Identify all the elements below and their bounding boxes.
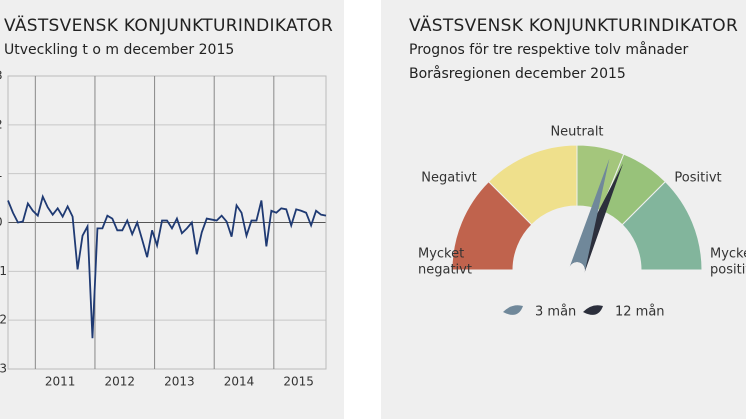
segment-label: Mycket bbox=[418, 247, 464, 262]
y-tick-label: -1 bbox=[0, 264, 7, 278]
legend-marker bbox=[503, 305, 523, 315]
x-tick-label: 2011 bbox=[45, 375, 76, 389]
segment-label: Mycket bbox=[710, 247, 746, 262]
y-tick-label: 3 bbox=[0, 69, 3, 83]
segment-label: Positivt bbox=[674, 171, 721, 186]
segment-label: Negativt bbox=[421, 171, 476, 186]
y-tick-label: 2 bbox=[0, 117, 3, 131]
left-panel bbox=[0, 0, 344, 419]
segment-label: negativt bbox=[418, 263, 472, 278]
right-subtitle: Boråsregionen december 2015 bbox=[409, 65, 626, 82]
legend-label: 12 mån bbox=[615, 305, 665, 320]
right-subtitle: Prognos för tre respektive tolv månader bbox=[409, 41, 689, 58]
right-panel bbox=[381, 0, 746, 419]
segment-label: positivt bbox=[710, 263, 746, 278]
gauge-segment bbox=[621, 180, 703, 271]
plot-frame bbox=[7, 75, 327, 370]
data-line bbox=[7, 193, 327, 339]
y-tick-label: 1 bbox=[0, 166, 3, 180]
segment-label: Neutralt bbox=[550, 125, 603, 140]
right-title: VÄSTSVENSK KONJUNKTURINDIKATOR bbox=[409, 15, 738, 36]
needle bbox=[569, 158, 610, 273]
x-tick-label: 2012 bbox=[105, 375, 136, 389]
y-tick-label: -2 bbox=[0, 313, 7, 327]
y-tick-label: 0 bbox=[0, 215, 3, 229]
legend-marker bbox=[583, 305, 603, 315]
x-tick-label: 2015 bbox=[283, 375, 314, 389]
left-subtitle: Utveckling t o m december 2015 bbox=[4, 42, 234, 58]
x-tick-label: 2014 bbox=[224, 375, 255, 389]
x-tick-label: 2013 bbox=[164, 375, 195, 389]
left-title: VÄSTSVENSK KONJUNKTURINDIKATOR bbox=[4, 15, 333, 36]
y-tick-label: -3 bbox=[0, 362, 7, 376]
legend-label: 3 mån bbox=[535, 305, 576, 320]
